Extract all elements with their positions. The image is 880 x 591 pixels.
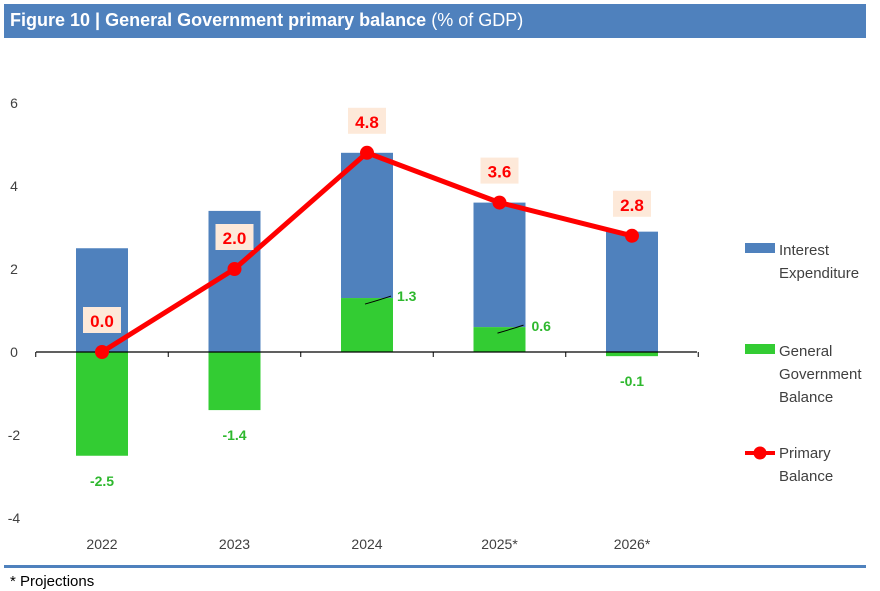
primary-value-label: 0.0 [90, 312, 114, 331]
y-tick-label: 4 [10, 178, 18, 194]
interest-bar [341, 152, 393, 299]
primary-balance-point [360, 145, 374, 160]
balance-value-label: 1.3 [397, 288, 417, 304]
primary-balance-point [625, 228, 639, 243]
interest-bar [473, 202, 526, 328]
primary-value-label: 2.0 [223, 229, 247, 248]
primary-value-label: 4.8 [355, 113, 379, 132]
legend-swatch-interest [745, 243, 775, 253]
balance-value-label: 0.6 [532, 318, 552, 334]
x-tick-label: 2022 [86, 536, 117, 552]
legend-label-balance: General [779, 343, 832, 360]
y-tick-label: 0 [10, 344, 18, 360]
balance-leader-line [364, 295, 392, 305]
interest-bar [606, 231, 658, 352]
legend-label-balance: Government [779, 366, 862, 383]
legend-label-balance: Balance [779, 389, 833, 406]
bottom-divider [4, 565, 866, 568]
primary-value-label: 3.6 [488, 163, 512, 182]
balance-value-label: -2.5 [90, 473, 114, 489]
y-tick-label: -2 [8, 427, 21, 443]
balance-value-label: -1.4 [222, 427, 246, 443]
balance-bar [341, 298, 393, 352]
primary-value-label: 2.8 [620, 196, 644, 215]
legend-label-interest: Interest [779, 242, 830, 259]
chart-title-unit: (% of GDP) [426, 10, 524, 30]
x-tick-label: 2024 [351, 536, 382, 552]
footnote: * Projections [10, 573, 95, 590]
legend-label-interest: Expenditure [779, 265, 859, 282]
legend-swatch-balance [745, 344, 775, 354]
x-tick-label: 2025* [481, 536, 518, 552]
legend-label-primary: Primary [779, 445, 831, 462]
primary-label-box [348, 107, 386, 134]
chart-title: Figure 10 | General Government primary b… [4, 4, 866, 38]
balance-bar [473, 327, 526, 352]
interest-bar [76, 248, 128, 352]
x-tick-label: 2026* [614, 536, 651, 552]
legend-swatch-primary-marker [753, 446, 767, 460]
primary-label-box [215, 224, 254, 250]
primary-balance-point [95, 345, 109, 359]
primary-label-box [480, 157, 519, 184]
y-tick-label: 2 [10, 261, 18, 277]
y-tick-label: -4 [8, 510, 21, 526]
balance-bar [606, 352, 658, 357]
balance-value-label: -0.1 [620, 373, 644, 389]
chart-title-main: Figure 10 | General Government primary b… [10, 10, 427, 30]
legend-label-primary: Balance [779, 468, 833, 485]
primary-label-box [83, 307, 121, 333]
primary-label-box [613, 190, 651, 217]
x-tick-label: 2023 [219, 536, 250, 552]
balance-leader-line [497, 324, 524, 334]
primary-balance-point [492, 195, 507, 210]
y-tick-label: 6 [10, 95, 18, 111]
balance-bar [208, 352, 261, 411]
balance-bar [76, 352, 128, 456]
primary-balance-point [227, 262, 242, 276]
